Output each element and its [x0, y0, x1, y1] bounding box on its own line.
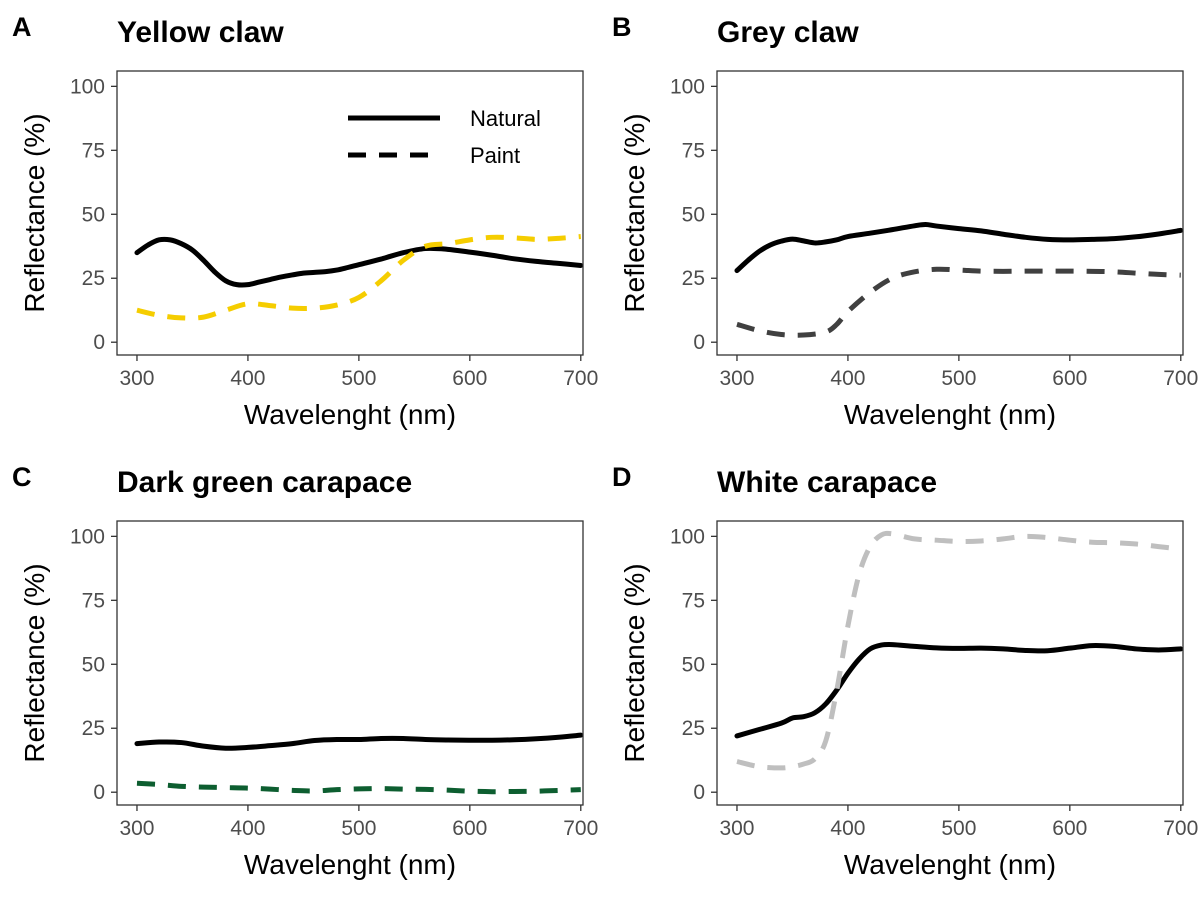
series-line-natural [734, 641, 1184, 739]
y-axis-label: Reflectance (%) [19, 563, 50, 762]
x-tick-label: 300 [119, 817, 154, 840]
x-tick-label: 700 [1163, 817, 1198, 840]
x-axis-label: Wavelenght (nm) [244, 399, 456, 430]
x-tick-label: 600 [452, 817, 487, 840]
x-axis-label: Wavelenght (nm) [844, 399, 1056, 430]
series-line-natural [734, 222, 1184, 274]
series-line-paint [136, 780, 581, 795]
x-tick-label: 700 [563, 817, 598, 840]
y-axis-label: Reflectance (%) [619, 113, 650, 312]
plot-frame [116, 520, 584, 806]
y-tick-label: 0 [93, 331, 105, 354]
x-axis-label: Wavelenght (nm) [844, 849, 1056, 880]
x-tick-label: 400 [830, 367, 865, 390]
x-tick-label: 300 [719, 817, 754, 840]
x-tick-label: 600 [452, 367, 487, 390]
y-tick-label: 75 [682, 589, 705, 612]
x-tick-label: 400 [230, 817, 265, 840]
x-tick-label: 500 [341, 817, 376, 840]
panel-letter: B [612, 12, 632, 42]
panel-b: B Grey claw 300 400 500 600 700 0 25 50 75 100 Wavel… [612, 12, 1198, 430]
panel-title: Dark green carapace [117, 466, 412, 499]
legend-label-paint: Paint [470, 143, 520, 168]
y-tick-label: 0 [693, 331, 705, 354]
series-line-natural [134, 732, 584, 751]
y-tick-label: 50 [682, 203, 705, 226]
panel-title: Yellow claw [117, 16, 284, 49]
y-tick-label: 100 [70, 75, 105, 98]
panel-letter: D [612, 462, 632, 492]
series-line-paint [136, 234, 581, 321]
x-axis-label: Wavelenght (nm) [244, 849, 456, 880]
y-tick-label: 75 [682, 139, 705, 162]
y-axis-label: Reflectance (%) [619, 563, 650, 762]
x-tick-label: 600 [1052, 817, 1087, 840]
y-tick-label: 50 [82, 653, 105, 676]
y-tick-label: 100 [670, 525, 705, 548]
panel-title: Grey claw [717, 16, 859, 49]
x-tick-label: 500 [341, 367, 376, 390]
panel-a: A Yellow claw 300 400 500 600 700 0 25 50 75 100 Wav… [12, 12, 598, 430]
x-tick-label: 300 [719, 367, 754, 390]
x-tick-label: 500 [941, 817, 976, 840]
y-axis-label: Reflectance (%) [19, 113, 50, 312]
plot-frame [116, 70, 584, 356]
plot-frame [716, 520, 1184, 806]
y-tick-label: 100 [70, 525, 105, 548]
y-tick-label: 75 [82, 589, 105, 612]
x-tick-label: 700 [563, 367, 598, 390]
x-tick-label: 300 [119, 367, 154, 390]
x-tick-label: 700 [1163, 367, 1198, 390]
series-line-paint [736, 530, 1182, 771]
panel-letter: C [12, 462, 32, 492]
legend: Natural Paint [348, 106, 541, 168]
x-tick-label: 500 [941, 367, 976, 390]
x-tick-label: 400 [830, 817, 865, 840]
y-tick-label: 25 [682, 267, 705, 290]
y-tick-label: 50 [682, 653, 705, 676]
panel-c: C Dark green carapace 300 400 500 600 700 0 25 50… [12, 462, 598, 880]
panel-title: White carapace [717, 466, 937, 499]
y-tick-label: 100 [670, 75, 705, 98]
plot-frame [716, 70, 1184, 356]
panel-letter: A [12, 12, 32, 42]
x-tick-label: 600 [1052, 367, 1087, 390]
y-tick-label: 50 [82, 203, 105, 226]
y-tick-label: 25 [82, 267, 105, 290]
y-tick-label: 25 [82, 717, 105, 740]
y-tick-label: 0 [93, 781, 105, 804]
y-tick-label: 25 [682, 717, 705, 740]
panel-d: D White carapace 300 400 500 600 700 0 25 50 75 100… [612, 462, 1198, 880]
series-line-paint [736, 266, 1181, 338]
y-tick-label: 0 [693, 781, 705, 804]
y-tick-label: 75 [82, 139, 105, 162]
x-tick-label: 400 [230, 367, 265, 390]
legend-label-natural: Natural [470, 106, 541, 131]
series-line-natural [134, 236, 584, 288]
